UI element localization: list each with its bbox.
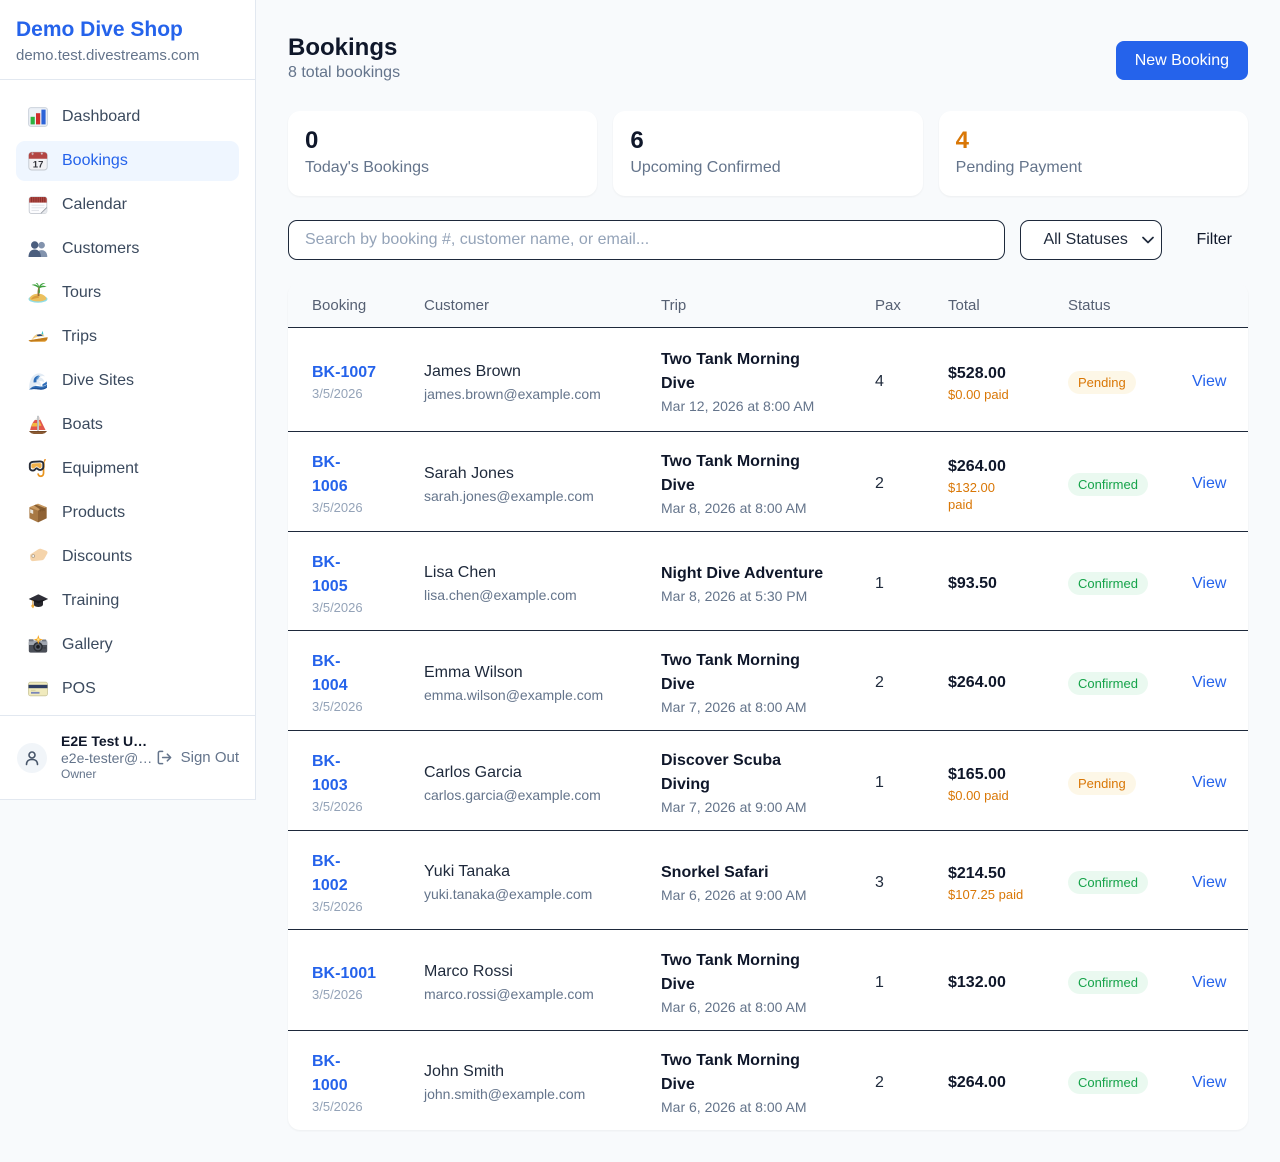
- svg-text:17: 17: [33, 159, 44, 170]
